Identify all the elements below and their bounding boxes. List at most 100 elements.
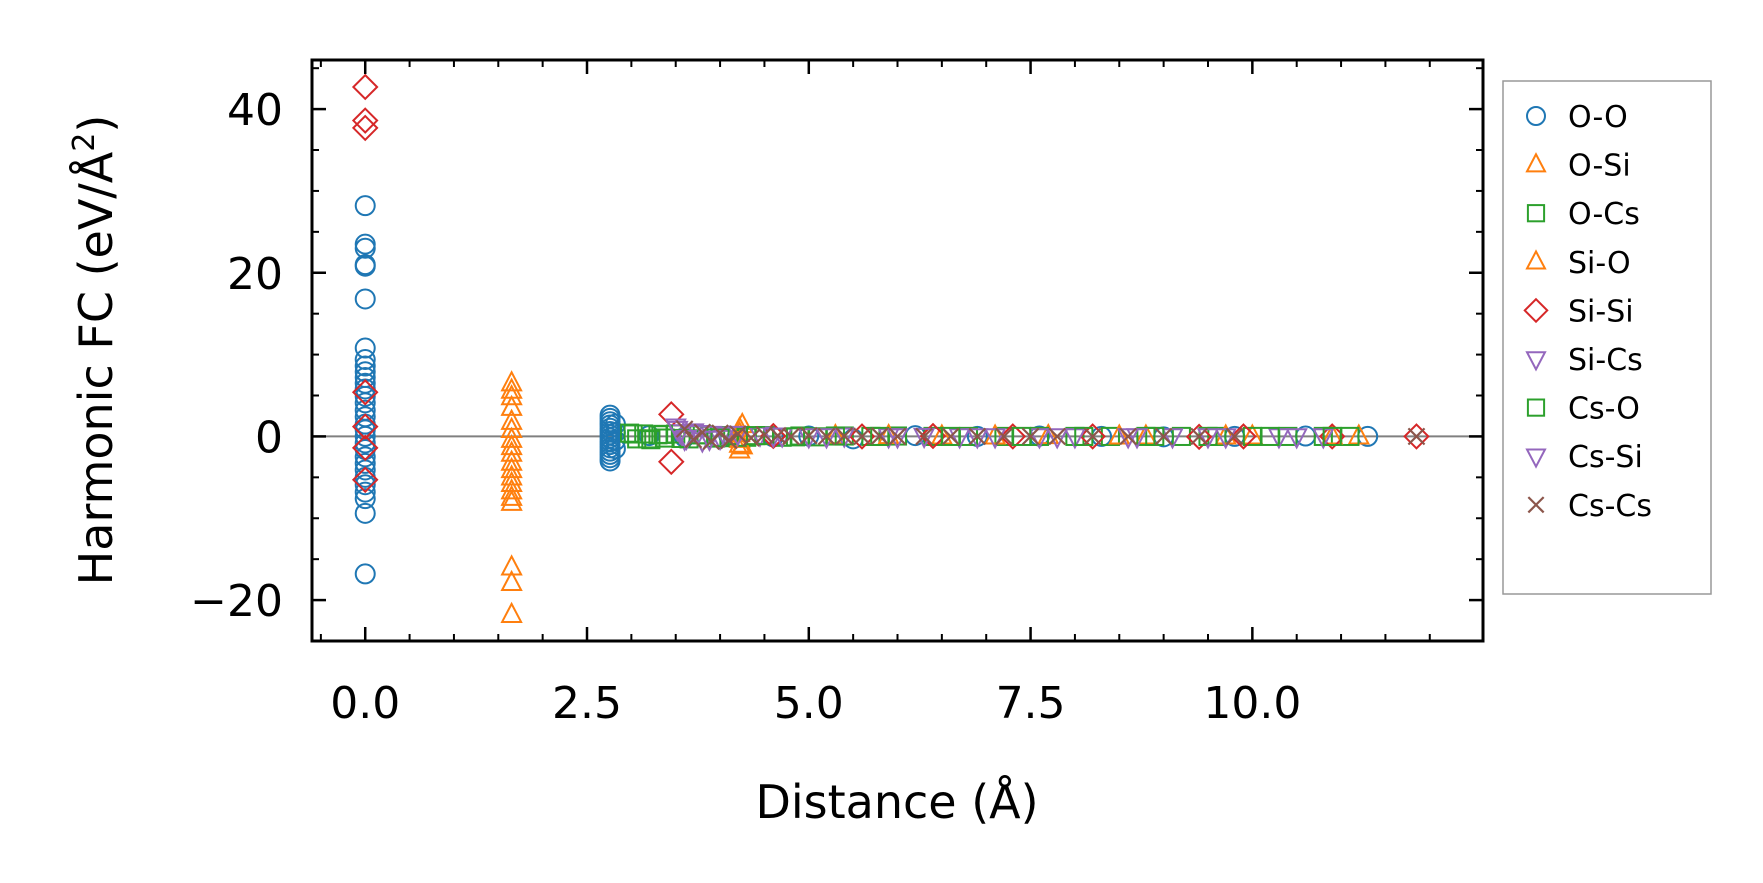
data-point xyxy=(351,466,379,494)
legend-label: Cs-O xyxy=(1568,392,1640,427)
data-point xyxy=(351,413,379,440)
data-point-stroke-b xyxy=(915,427,933,446)
data-point xyxy=(500,484,523,506)
y-axis-label-main: Harmonic FC (eV/Å xyxy=(69,151,123,585)
data-point xyxy=(1028,428,1051,450)
legend-item: Cs-O xyxy=(1526,392,1640,427)
data-point xyxy=(1185,423,1213,451)
data-point-stroke-b xyxy=(941,427,960,446)
data-point xyxy=(500,569,523,592)
data-point-stroke-b xyxy=(835,427,854,445)
data-point xyxy=(1171,426,1191,446)
data-point xyxy=(815,428,838,450)
data-point-stroke-b xyxy=(693,423,712,442)
legend-item: Cs-Si xyxy=(1525,440,1643,475)
plot-frame xyxy=(310,58,1485,643)
data-point xyxy=(1321,423,1344,445)
data-point xyxy=(698,430,721,452)
legend-marker xyxy=(1527,496,1545,514)
data-point-stroke-b xyxy=(1048,427,1067,446)
data-point xyxy=(500,464,523,486)
data-point xyxy=(500,489,523,511)
data-point xyxy=(966,428,989,450)
data-point xyxy=(1230,423,1257,450)
y-tick-label: −20 xyxy=(190,576,283,627)
data-point xyxy=(500,478,523,500)
data-point xyxy=(848,423,876,450)
data-points xyxy=(351,73,1430,623)
data-point xyxy=(799,426,818,445)
data-point xyxy=(728,425,747,443)
data-point xyxy=(351,434,379,462)
data-point xyxy=(912,427,936,450)
data-point xyxy=(941,426,961,446)
data-point xyxy=(1225,427,1244,446)
data-point xyxy=(999,423,1027,450)
data-point xyxy=(886,428,909,450)
data-point-stroke-b xyxy=(1083,427,1102,446)
legend-box xyxy=(1502,80,1712,595)
data-point xyxy=(627,429,647,449)
data-point xyxy=(768,426,787,445)
data-point xyxy=(675,420,694,438)
tick-labels: 0.0 2.5 5.0 7.5 10.0 −20 0 20 40 xyxy=(190,85,1301,729)
data-point xyxy=(500,426,523,448)
data-point-stroke-b xyxy=(1190,427,1208,446)
legend: O-O O-Si O-Cs Si-O Si-Si Si-Cs Cs-O Cs-Si Cs-Cs xyxy=(1502,80,1712,595)
legend-item: Si-O xyxy=(1525,246,1631,281)
legend-item: O-O xyxy=(1526,100,1628,135)
data-point xyxy=(354,452,376,474)
data-point xyxy=(1100,426,1120,446)
data-point xyxy=(785,427,806,447)
data-point xyxy=(351,107,379,134)
series-cs-cs xyxy=(675,420,1426,451)
legend-marker xyxy=(1523,297,1549,324)
legend-item: Cs-Cs xyxy=(1527,489,1652,524)
data-point xyxy=(1260,426,1280,446)
data-point xyxy=(637,429,657,449)
data-point xyxy=(1403,423,1430,450)
data-point xyxy=(968,427,987,446)
legend-label: Cs-Cs xyxy=(1568,489,1652,524)
data-point xyxy=(354,502,376,524)
legend-label: Si-Si xyxy=(1568,294,1634,329)
data-point xyxy=(500,384,523,406)
data-point xyxy=(1154,427,1173,446)
data-point xyxy=(1214,423,1237,445)
legend-label: O-O xyxy=(1568,100,1628,135)
legend-label: Si-Cs xyxy=(1568,343,1643,378)
legend-marker-stroke-b xyxy=(1527,496,1545,514)
data-point xyxy=(835,427,854,445)
data-point xyxy=(817,427,836,446)
x-axis-label: Distance (Å) xyxy=(755,775,1038,829)
data-point-stroke-b xyxy=(728,425,747,443)
data-point xyxy=(1214,428,1237,450)
y-tick-label: 0 xyxy=(255,412,283,463)
data-point xyxy=(983,428,1007,450)
data-point xyxy=(1161,428,1184,450)
data-point-stroke-b xyxy=(675,420,694,438)
data-point xyxy=(941,427,960,446)
data-point xyxy=(500,394,523,416)
data-point xyxy=(1322,426,1342,446)
legend-marker xyxy=(1525,249,1547,270)
data-point xyxy=(1046,428,1069,450)
x-tick-label: 2.5 xyxy=(552,678,622,729)
data-point xyxy=(742,429,760,447)
data-point xyxy=(1108,423,1131,445)
data-point xyxy=(720,431,738,450)
data-point xyxy=(731,411,754,434)
y-axis-label-superscript: 2 xyxy=(67,133,102,152)
data-point xyxy=(782,427,800,446)
data-point xyxy=(354,385,376,407)
legend-item: Si-Si xyxy=(1523,294,1634,329)
data-point-stroke-b xyxy=(1021,427,1040,446)
data-point-stroke-b xyxy=(888,427,907,446)
data-point xyxy=(634,424,654,444)
data-point xyxy=(604,438,626,460)
x-tick-label: 5.0 xyxy=(774,678,844,729)
data-point-stroke-b xyxy=(711,424,729,443)
data-point xyxy=(354,392,376,414)
